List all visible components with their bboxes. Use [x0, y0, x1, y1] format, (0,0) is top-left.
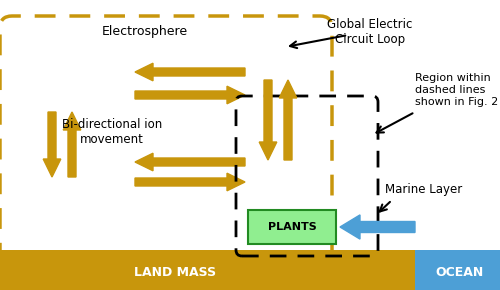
Text: Marine Layer: Marine Layer	[385, 184, 462, 197]
FancyArrow shape	[135, 86, 245, 104]
FancyArrow shape	[259, 80, 277, 160]
Bar	[415, 250, 500, 290]
FancyArrow shape	[43, 112, 61, 177]
Text: LAND MASS: LAND MASS	[134, 266, 216, 278]
Bar	[0, 250, 415, 290]
FancyArrow shape	[279, 80, 297, 160]
Bar	[248, 210, 336, 244]
FancyArrow shape	[135, 63, 245, 81]
Text: Region within
dashed lines
shown in Fig. 2: Region within dashed lines shown in Fig.…	[415, 73, 498, 107]
Text: Bi-directional ion
movement: Bi-directional ion movement	[62, 118, 162, 146]
FancyArrow shape	[63, 112, 81, 177]
FancyArrow shape	[340, 215, 415, 239]
FancyArrow shape	[135, 153, 245, 171]
Text: PLANTS: PLANTS	[268, 222, 316, 232]
Text: Global Electric
Circuit Loop: Global Electric Circuit Loop	[328, 18, 412, 46]
Text: OCEAN: OCEAN	[436, 266, 484, 278]
Text: Electrosphere: Electrosphere	[102, 26, 188, 39]
FancyArrow shape	[135, 173, 245, 191]
